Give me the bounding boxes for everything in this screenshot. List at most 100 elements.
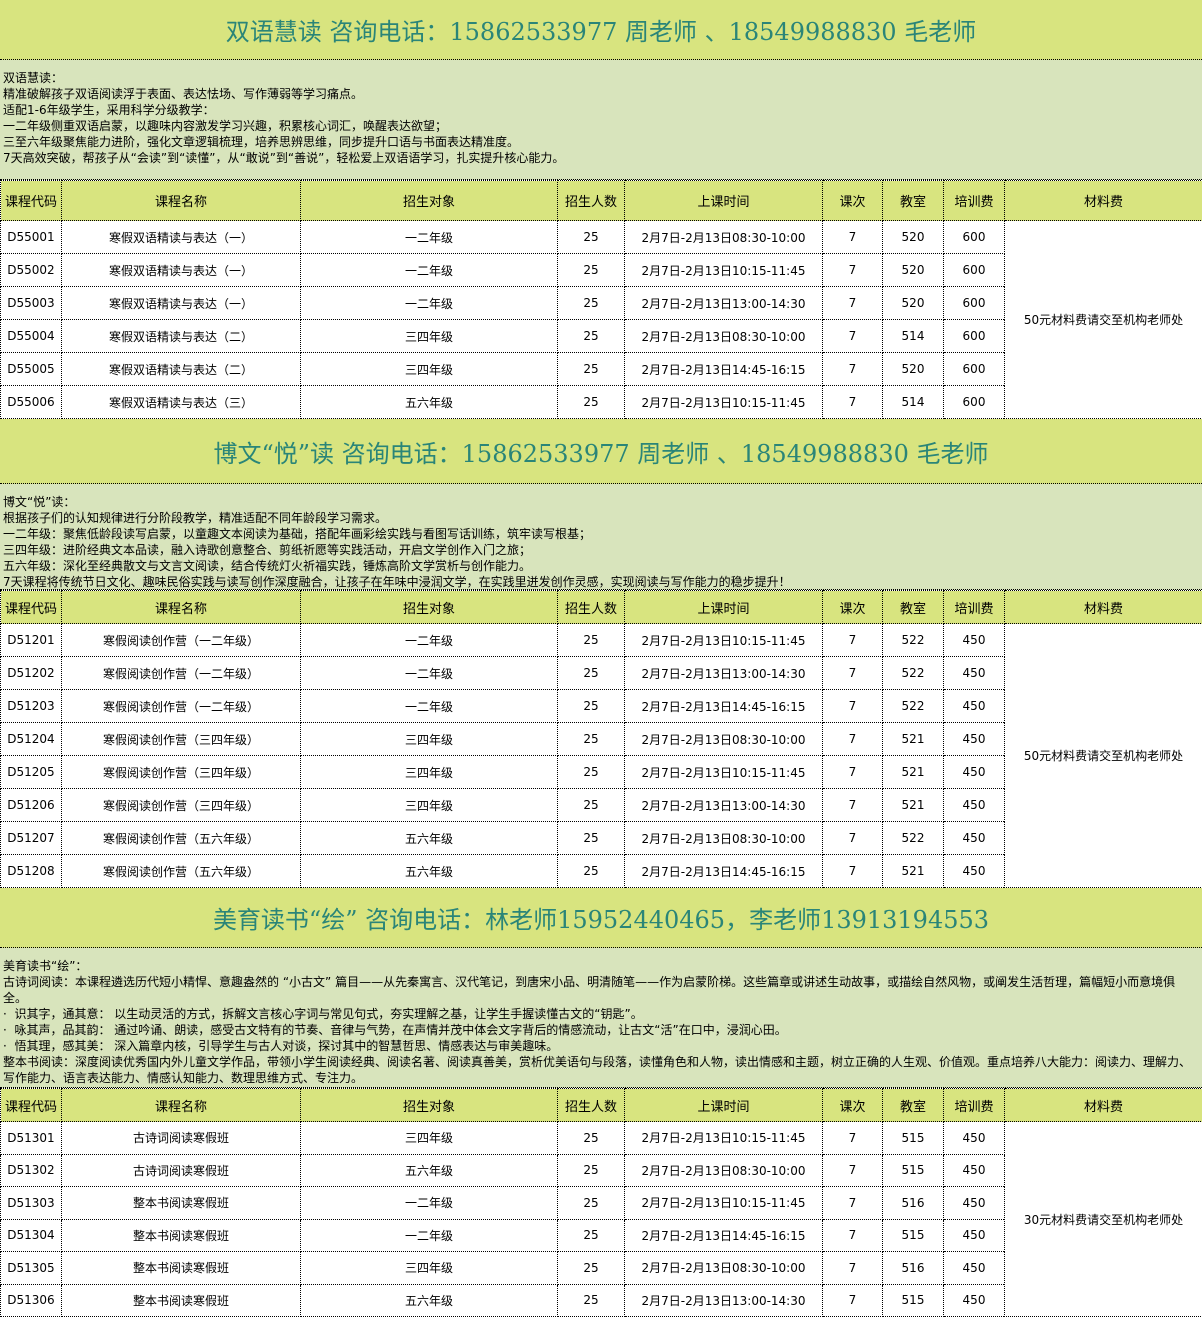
table-cell: 五六年级	[301, 855, 558, 888]
column-header: 课次	[823, 591, 883, 624]
table-cell: 522	[883, 690, 944, 723]
table-cell: 522	[883, 624, 944, 657]
table-cell: 25	[558, 287, 625, 320]
table-cell: 整本书阅读寒假班	[62, 1284, 301, 1317]
table-cell: 7	[823, 1122, 883, 1155]
table-cell: 600	[944, 320, 1005, 353]
table-cell: 515	[883, 1154, 944, 1187]
table-cell: 450	[944, 789, 1005, 822]
column-header: 课程名称	[62, 1089, 301, 1122]
table-cell: 古诗词阅读寒假班	[62, 1122, 301, 1155]
table-cell: 7	[823, 1252, 883, 1285]
column-header: 教室	[883, 1089, 944, 1122]
table-cell: 522	[883, 822, 944, 855]
table-cell: 515	[883, 1122, 944, 1155]
table-cell: 521	[883, 756, 944, 789]
table-cell: 寒假双语精读与表达（三）	[62, 386, 301, 419]
table-cell: 7	[823, 756, 883, 789]
table-cell: 一二年级	[301, 1219, 558, 1252]
table-cell: 寒假双语精读与表达（一）	[62, 221, 301, 254]
table-cell: 一二年级	[301, 657, 558, 690]
table-cell: 516	[883, 1252, 944, 1285]
column-header: 教室	[883, 591, 944, 624]
section-title: 双语慧读 咨询电话：15862533977 周老师 、18549988830 毛…	[0, 0, 1202, 60]
table-cell: 2月7日-2月13日08:30-10:00	[625, 221, 823, 254]
table-cell: 450	[944, 1122, 1005, 1155]
table-cell: 三四年级	[301, 756, 558, 789]
table-cell: 寒假阅读创作营（一二年级）	[62, 624, 301, 657]
table-cell: 7	[823, 1219, 883, 1252]
table-cell: 450	[944, 756, 1005, 789]
table-cell: 2月7日-2月13日08:30-10:00	[625, 723, 823, 756]
table-cell: 25	[558, 756, 625, 789]
description-line: 整本书阅读：深度阅读优秀国内外儿童文学作品，带领小学生阅读经典、阅读名著、阅读真…	[3, 1054, 1199, 1086]
table-cell: 2月7日-2月13日10:15-11:45	[625, 386, 823, 419]
table-cell: 三四年级	[301, 723, 558, 756]
column-header: 课程代码	[1, 181, 62, 221]
column-header: 课程代码	[1, 1089, 62, 1122]
table-cell: 五六年级	[301, 822, 558, 855]
table-cell: D51208	[1, 855, 62, 888]
table-cell: 2月7日-2月13日13:00-14:30	[625, 789, 823, 822]
table-cell: 25	[558, 386, 625, 419]
table-cell: 2月7日-2月13日10:15-11:45	[625, 1187, 823, 1220]
table-cell: D51205	[1, 756, 62, 789]
table-cell: 520	[883, 353, 944, 386]
table-cell: 五六年级	[301, 386, 558, 419]
column-header: 招生对象	[301, 591, 558, 624]
table-cell: 7	[823, 287, 883, 320]
table-cell: D51303	[1, 1187, 62, 1220]
table-cell: D51305	[1, 1252, 62, 1285]
table-cell: 25	[558, 1187, 625, 1220]
column-header: 课程名称	[62, 181, 301, 221]
table-cell: 600	[944, 386, 1005, 419]
table-cell: 寒假阅读创作营（三四年级）	[62, 789, 301, 822]
section-title: 美育读书“绘” 咨询电话：林老师15952440465，李老师139131945…	[0, 888, 1202, 948]
table-header-row: 课程代码课程名称招生对象招生人数上课时间课次教室培训费材料费	[1, 591, 1202, 624]
table-cell: 2月7日-2月13日10:15-11:45	[625, 1122, 823, 1155]
description-line: 古诗词阅读：本课程遴选历代短小精悍、意趣盎然的 “小古文” 篇目——从先秦寓言、…	[3, 974, 1199, 1006]
table-cell: 7	[823, 657, 883, 690]
table-cell: 7	[823, 789, 883, 822]
section-title: 博文“悦”读 咨询电话：15862533977 周老师 、18549988830…	[0, 419, 1202, 484]
table-cell: 600	[944, 353, 1005, 386]
description-line: 博文“悦”读：	[3, 494, 1199, 510]
column-header: 上课时间	[625, 1089, 823, 1122]
description-line: 三至六年级聚焦能力进阶，强化文章逻辑梳理，培养思辨思维，同步提升口语与书面表达精…	[3, 134, 1199, 150]
table-cell: D55006	[1, 386, 62, 419]
description-line: 双语慧读：	[3, 70, 1199, 86]
table-cell: 2月7日-2月13日08:30-10:00	[625, 1252, 823, 1285]
table-cell: 整本书阅读寒假班	[62, 1219, 301, 1252]
table-cell: 寒假阅读创作营（一二年级）	[62, 657, 301, 690]
table-cell: 7	[823, 320, 883, 353]
table-cell: 520	[883, 221, 944, 254]
table-cell: 7	[823, 221, 883, 254]
table-cell: 25	[558, 822, 625, 855]
table-cell: 寒假双语精读与表达（二）	[62, 320, 301, 353]
table-cell: D55004	[1, 320, 62, 353]
table-cell: 7	[823, 1284, 883, 1317]
table-cell: 25	[558, 855, 625, 888]
table-cell: 515	[883, 1219, 944, 1252]
table-cell: 寒假阅读创作营（五六年级）	[62, 855, 301, 888]
description-line: 精准破解孩子双语阅读浮于表面、表达怯场、写作薄弱等学习痛点。	[3, 86, 1199, 102]
table-cell: 450	[944, 723, 1005, 756]
table-cell: 450	[944, 1219, 1005, 1252]
table-cell: D51206	[1, 789, 62, 822]
table-cell: D51202	[1, 657, 62, 690]
column-header: 招生对象	[301, 181, 558, 221]
table-cell: 516	[883, 1187, 944, 1220]
description-line: 五六年级：深化至经典散文与文言文阅读，结合传统灯火祈福实践，锤炼高阶文学赏析与创…	[3, 558, 1199, 574]
table-cell: 522	[883, 657, 944, 690]
table-cell: 25	[558, 320, 625, 353]
table-cell: 514	[883, 320, 944, 353]
table-cell: 2月7日-2月13日14:45-16:15	[625, 353, 823, 386]
table-cell: 520	[883, 254, 944, 287]
table-cell: 450	[944, 1252, 1005, 1285]
table-cell: 三四年级	[301, 789, 558, 822]
table-cell: 2月7日-2月13日08:30-10:00	[625, 1154, 823, 1187]
table-cell: 寒假阅读创作营（三四年级）	[62, 723, 301, 756]
